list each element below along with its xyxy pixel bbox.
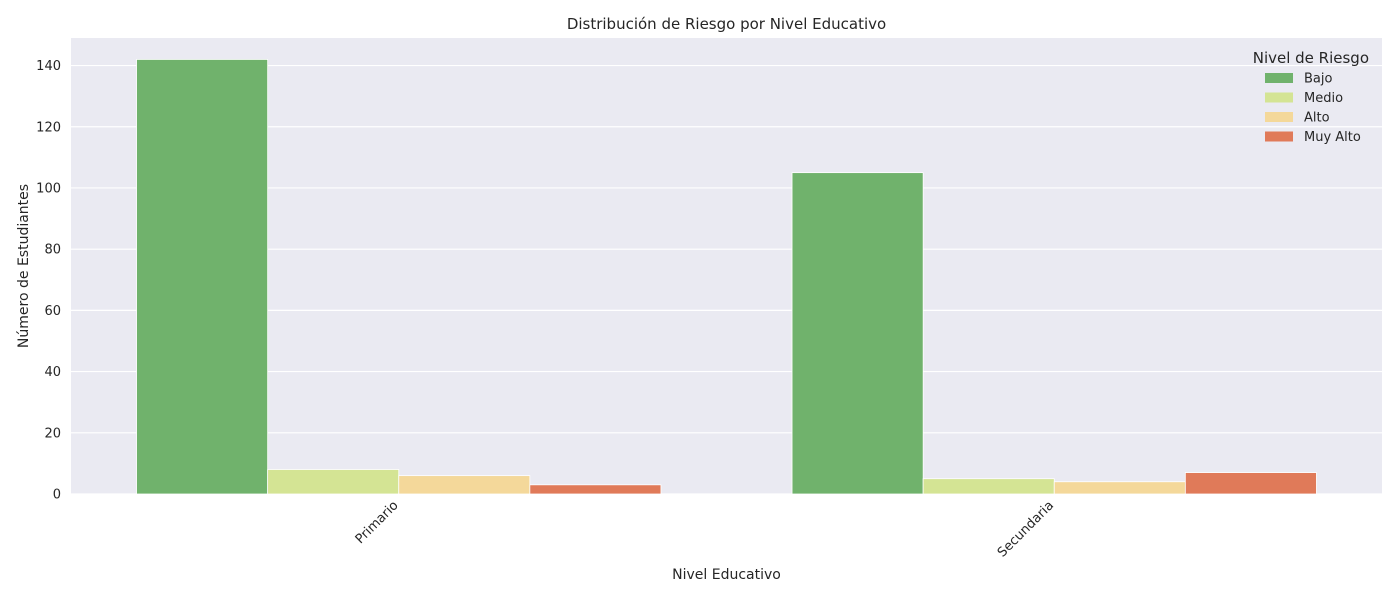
y-tick-label: 20 — [44, 426, 61, 441]
y-tick-label: 100 — [36, 181, 61, 196]
legend-title: Nivel de Riesgo — [1253, 49, 1369, 67]
bar-muy-alto-primario — [529, 484, 662, 495]
legend-swatch — [1265, 112, 1293, 122]
y-tick-label: 0 — [53, 488, 61, 503]
legend-swatch — [1265, 92, 1293, 103]
bar-medio-primario — [267, 469, 400, 495]
bar-alto-primario — [398, 475, 531, 495]
legend: Nivel de Riesgo Bajo Medio Alto Muy Alto — [1253, 49, 1369, 145]
chart-title: Distribución de Riesgo por Nivel Educati… — [567, 15, 886, 33]
bar-bajo-primario — [136, 59, 269, 495]
bar-alto-secundaria — [1053, 481, 1186, 495]
y-axis-label: Número de Estudiantes — [16, 184, 32, 348]
legend-label: Bajo — [1304, 72, 1332, 87]
y-tick-label: 120 — [36, 120, 61, 135]
x-axis-label: Nivel Educativo — [672, 567, 781, 583]
y-tick-label: 40 — [44, 365, 61, 380]
legend-items: Bajo Medio Alto Muy Alto — [1265, 72, 1361, 145]
y-tick-label: 140 — [36, 59, 61, 74]
x-tick-label: Secundaria — [995, 498, 1057, 560]
bars — [136, 59, 1317, 495]
plot-area — [71, 38, 1382, 494]
x-axis-ticks: Primario Secundaria — [353, 498, 1057, 560]
y-tick-label: 60 — [44, 304, 61, 319]
bar-bajo-secundaria — [791, 172, 924, 495]
legend-swatch — [1265, 131, 1293, 142]
bar-muy-alto-secundaria — [1184, 472, 1317, 495]
legend-label: Muy Alto — [1304, 130, 1361, 145]
x-tick-label: Primario — [353, 498, 402, 547]
bar-medio-secundaria — [922, 478, 1055, 495]
legend-swatch — [1265, 73, 1293, 83]
legend-label: Medio — [1304, 91, 1343, 106]
y-tick-label: 80 — [44, 243, 61, 258]
y-axis-ticks: 0 20 40 60 80 100 120 140 — [36, 59, 61, 502]
legend-label: Alto — [1304, 111, 1330, 126]
